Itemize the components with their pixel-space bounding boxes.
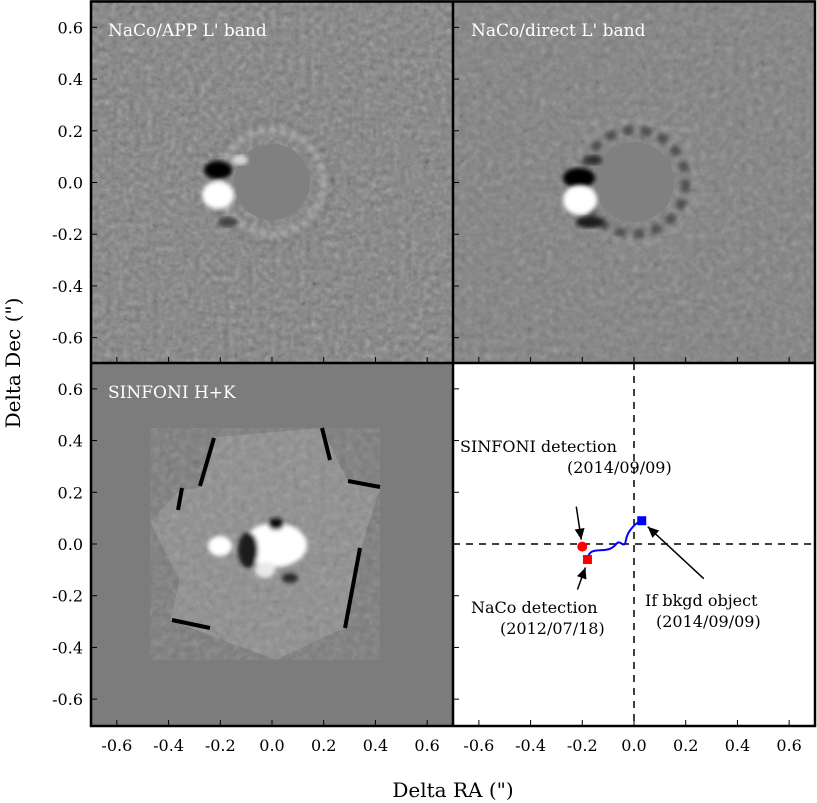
x-tick-label: -0.4 (515, 736, 546, 755)
x-tick-label: 0.4 (725, 736, 750, 755)
marker-sinfoni-detection (577, 541, 588, 552)
panel-astrometry: SINFONI detection (2014/09/09) NaCo detect… (453, 363, 815, 726)
central-residuals (208, 518, 307, 583)
y-tick-label: -0.4 (52, 277, 83, 296)
y-tick-label: 0.2 (58, 483, 83, 502)
y-tick-label: 0.6 (58, 380, 83, 399)
x-tick-label: -0.4 (153, 736, 184, 755)
annotation-bkgd: (2014/09/09) (656, 612, 761, 631)
x-tick-label: 0.2 (673, 736, 698, 755)
y-tick-label: -0.6 (52, 329, 83, 348)
y-tick-label: 0.4 (58, 432, 83, 451)
x-tick-label: 0.6 (414, 736, 439, 755)
x-tick-label: -0.6 (101, 736, 132, 755)
marker-bkgd-object (637, 516, 647, 526)
panel-naco-app (91, 0, 453, 363)
companion-signal (563, 155, 604, 228)
x-tick-label: 0.4 (363, 736, 388, 755)
panel-sinfoni (91, 363, 453, 726)
annotation-arrow-naco-head (576, 567, 587, 580)
x-tick-label: -0.6 (463, 736, 494, 755)
panel-frames (89, 0, 817, 728)
companion-signal (202, 155, 248, 227)
y-tick-label: -0.2 (52, 225, 83, 244)
edge-artifacts (171, 427, 381, 630)
annotation-bkgd: If bkgd object (645, 591, 758, 610)
speckle-ring (210, 120, 334, 244)
proper-motion-track (586, 519, 643, 560)
annotation-naco: NaCo detection (471, 598, 598, 617)
y-tick-label: 0.6 (58, 18, 83, 37)
x-tick-label: 0.0 (259, 736, 284, 755)
panel-naco-direct (453, 0, 815, 363)
y-tick-label: -0.4 (52, 638, 83, 657)
x-tick-label: -0.2 (205, 736, 236, 755)
coronagraph-mask (594, 142, 674, 222)
panel-title-naco-direct: NaCo/direct L' band (471, 21, 646, 41)
y-tick-label: 0.0 (58, 174, 83, 193)
y-axis-title: Delta Dec (") (1, 298, 25, 429)
x-tick-label: 0.0 (621, 736, 646, 755)
y-tick-label: 0.4 (58, 70, 83, 89)
panel-title-naco-app: NaCo/APP L' band (108, 21, 267, 41)
y-tick-label: -0.6 (52, 690, 83, 709)
annotation-arrow-bkgd-head (647, 526, 660, 538)
x-tick-label: 0.2 (311, 736, 336, 755)
annotation-arrow-sinfoni-head (574, 527, 585, 540)
marker-naco-detection (582, 555, 592, 565)
axis-ticks: -0.6 -0.4 -0.2 0.0 0.2 0.4 0.6 -0.6 -0.4 -0.2 0.0 0… (52, 18, 802, 755)
annotation-sinfoni: SINFONI detection (460, 437, 617, 456)
annotation-naco: (2012/07/18) (500, 619, 605, 638)
panel-title-sinfoni: SINFONI H+K (108, 383, 236, 403)
x-tick-label: 0.6 (776, 736, 801, 755)
annotation-sinfoni: (2014/09/09) (567, 458, 672, 477)
x-tick-label: -0.2 (567, 736, 598, 755)
annotation-arrow-bkgd (647, 526, 705, 580)
y-tick-label: 0.0 (58, 535, 83, 554)
coronagraph-mask (234, 144, 310, 220)
y-tick-label: 0.2 (58, 122, 83, 141)
y-tick-label: -0.2 (52, 587, 83, 606)
x-axis-title: Delta RA (") (392, 778, 513, 802)
